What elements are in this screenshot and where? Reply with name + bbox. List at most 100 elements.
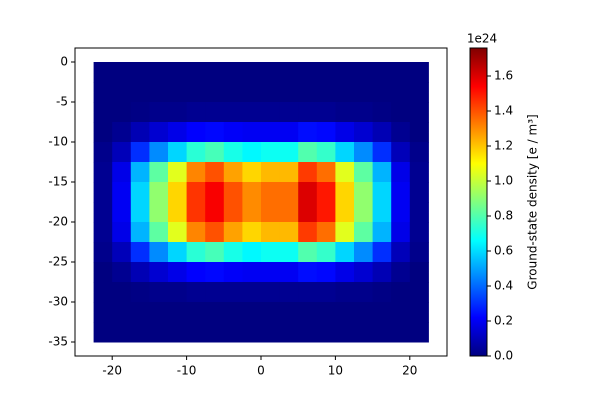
heat-cell [242, 222, 262, 243]
y-tick-label: -30 [48, 295, 68, 309]
heat-cell [242, 82, 262, 103]
heat-cell [149, 242, 169, 263]
heat-cell [223, 62, 243, 83]
heat-cell [149, 82, 169, 103]
heat-cell [149, 222, 169, 243]
heat-cell [372, 142, 392, 163]
heat-cell [112, 242, 132, 263]
heat-cell [205, 82, 225, 103]
heat-cell [242, 262, 262, 283]
heat-cell [186, 62, 206, 83]
heat-cell [223, 322, 243, 343]
heat-cell [130, 202, 150, 223]
heat-cell [279, 142, 299, 163]
colorbar-tick-label: 1.2 [494, 139, 513, 153]
y-tick-label: -5 [56, 95, 68, 109]
heat-cell [149, 302, 169, 323]
heat-cell [168, 142, 188, 163]
heat-cell [372, 122, 392, 143]
heat-cell [130, 142, 150, 163]
heat-cell [261, 182, 281, 203]
heat-cell [391, 62, 411, 83]
heat-cell [261, 262, 281, 283]
heat-cell [93, 202, 113, 223]
heat-cell [168, 202, 188, 223]
heat-cell [149, 322, 169, 343]
heat-cell [335, 162, 355, 183]
heat-cell [149, 282, 169, 303]
heat-cell [261, 122, 281, 143]
heat-cell [223, 222, 243, 243]
heat-cell [409, 102, 429, 123]
heat-cell [335, 282, 355, 303]
colorbar-tick-label: 1.6 [494, 69, 513, 83]
heat-cell [335, 122, 355, 143]
heat-cell [130, 322, 150, 343]
heat-cell [335, 182, 355, 203]
heat-cell [316, 302, 336, 323]
heat-cell [409, 82, 429, 103]
x-tick-label: 10 [328, 364, 343, 378]
colorbar-tick-label: 0.8 [494, 209, 513, 223]
heat-cell [409, 282, 429, 303]
heat-cell [223, 182, 243, 203]
heat-cell [298, 62, 318, 83]
heat-cell [112, 282, 132, 303]
heat-cell [93, 302, 113, 323]
heat-cell [112, 222, 132, 243]
heat-cell [242, 122, 262, 143]
heat-cell [279, 162, 299, 183]
heat-cell [372, 282, 392, 303]
heat-cell [112, 202, 132, 223]
heat-cell [354, 242, 374, 263]
heat-cell [298, 302, 318, 323]
colorbar-tick-label: 1.4 [494, 104, 513, 118]
heat-cell [261, 202, 281, 223]
heat-cell [168, 82, 188, 103]
heat-cell [205, 322, 225, 343]
y-tick-label: -25 [48, 255, 68, 269]
heat-cell [186, 262, 206, 283]
heat-cell [335, 82, 355, 103]
heat-cell [112, 322, 132, 343]
heat-cell [205, 282, 225, 303]
heat-cell [93, 182, 113, 203]
heat-cell [409, 302, 429, 323]
heat-cell [149, 162, 169, 183]
heat-cell [316, 242, 336, 263]
heat-cell [335, 242, 355, 263]
heat-cell [316, 102, 336, 123]
heat-cell [279, 282, 299, 303]
heat-cell [205, 202, 225, 223]
heat-cell [298, 282, 318, 303]
heat-cell [391, 82, 411, 103]
heat-cell [242, 142, 262, 163]
heat-cell [130, 302, 150, 323]
colorbar-tick-label: 0.6 [494, 244, 513, 258]
heat-cell [93, 142, 113, 163]
heat-cell [298, 262, 318, 283]
heat-cell [261, 322, 281, 343]
heat-cell [316, 322, 336, 343]
heat-cell [298, 322, 318, 343]
heat-cell [186, 302, 206, 323]
heat-cell [223, 102, 243, 123]
heat-cell [316, 122, 336, 143]
colorbar [469, 47, 488, 357]
heat-cell [168, 262, 188, 283]
heat-cell [223, 302, 243, 323]
heat-cell [168, 282, 188, 303]
heat-cell [130, 82, 150, 103]
y-tick-label: -10 [48, 135, 68, 149]
heat-cell [409, 322, 429, 343]
heat-cell [391, 242, 411, 263]
heat-cell [391, 262, 411, 283]
heat-cell [409, 182, 429, 203]
heat-cell [354, 302, 374, 323]
heat-cell [93, 322, 113, 343]
heat-cell [335, 302, 355, 323]
colorbar-label: Ground-state density [e / m³] [526, 114, 540, 289]
heat-cell [261, 242, 281, 263]
heat-cell [354, 322, 374, 343]
heat-cell [130, 222, 150, 243]
